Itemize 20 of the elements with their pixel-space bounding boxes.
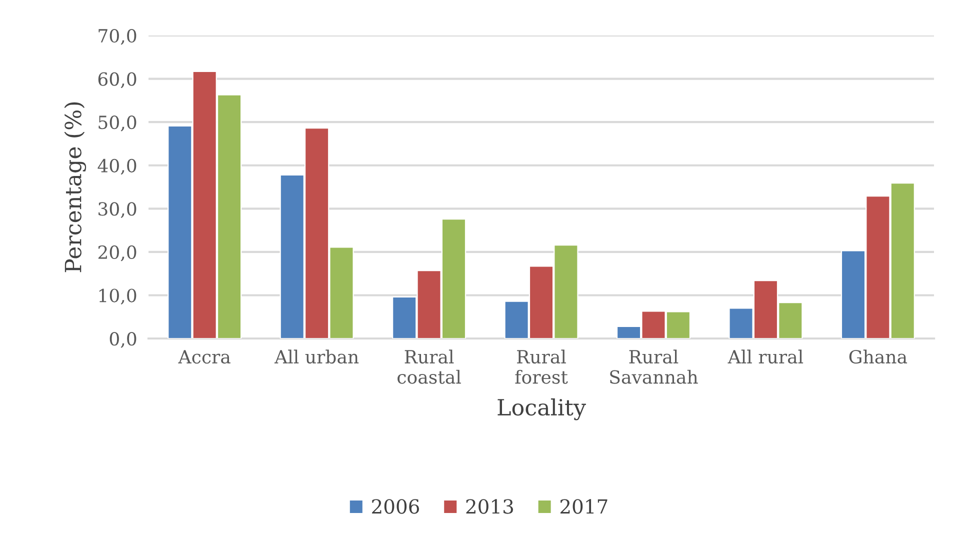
y-axis-title: Percentage (%): [64, 102, 86, 272]
x-tick-label: All urban: [274, 350, 359, 364]
y-tick-label: 20,0: [98, 245, 136, 262]
x-axis-title: Locality: [498, 398, 586, 420]
y-tick-label: 40,0: [98, 158, 136, 175]
x-tick-label: Rural Savannah: [610, 350, 698, 384]
x-tick-label: Rural coastal: [398, 350, 461, 384]
y-tick-label: 10,0: [99, 288, 136, 305]
x-tick-label: Accra: [178, 350, 230, 364]
legend-label: 2017: [560, 499, 608, 514]
x-tick-label: Rural forest: [515, 350, 568, 384]
y-tick-label: 60,0: [98, 72, 136, 88]
y-tick-label: 0,0: [110, 332, 136, 348]
y-tick-label: 30,0: [98, 202, 136, 218]
y-tick-label: 70,0: [98, 28, 136, 45]
y-tick-label: 50,0: [98, 116, 136, 132]
legend-label: 2013: [466, 499, 513, 514]
x-tick-label: Ghana: [849, 350, 908, 364]
legend-label: 2006: [372, 499, 420, 514]
x-tick-label: All rural: [728, 350, 804, 364]
